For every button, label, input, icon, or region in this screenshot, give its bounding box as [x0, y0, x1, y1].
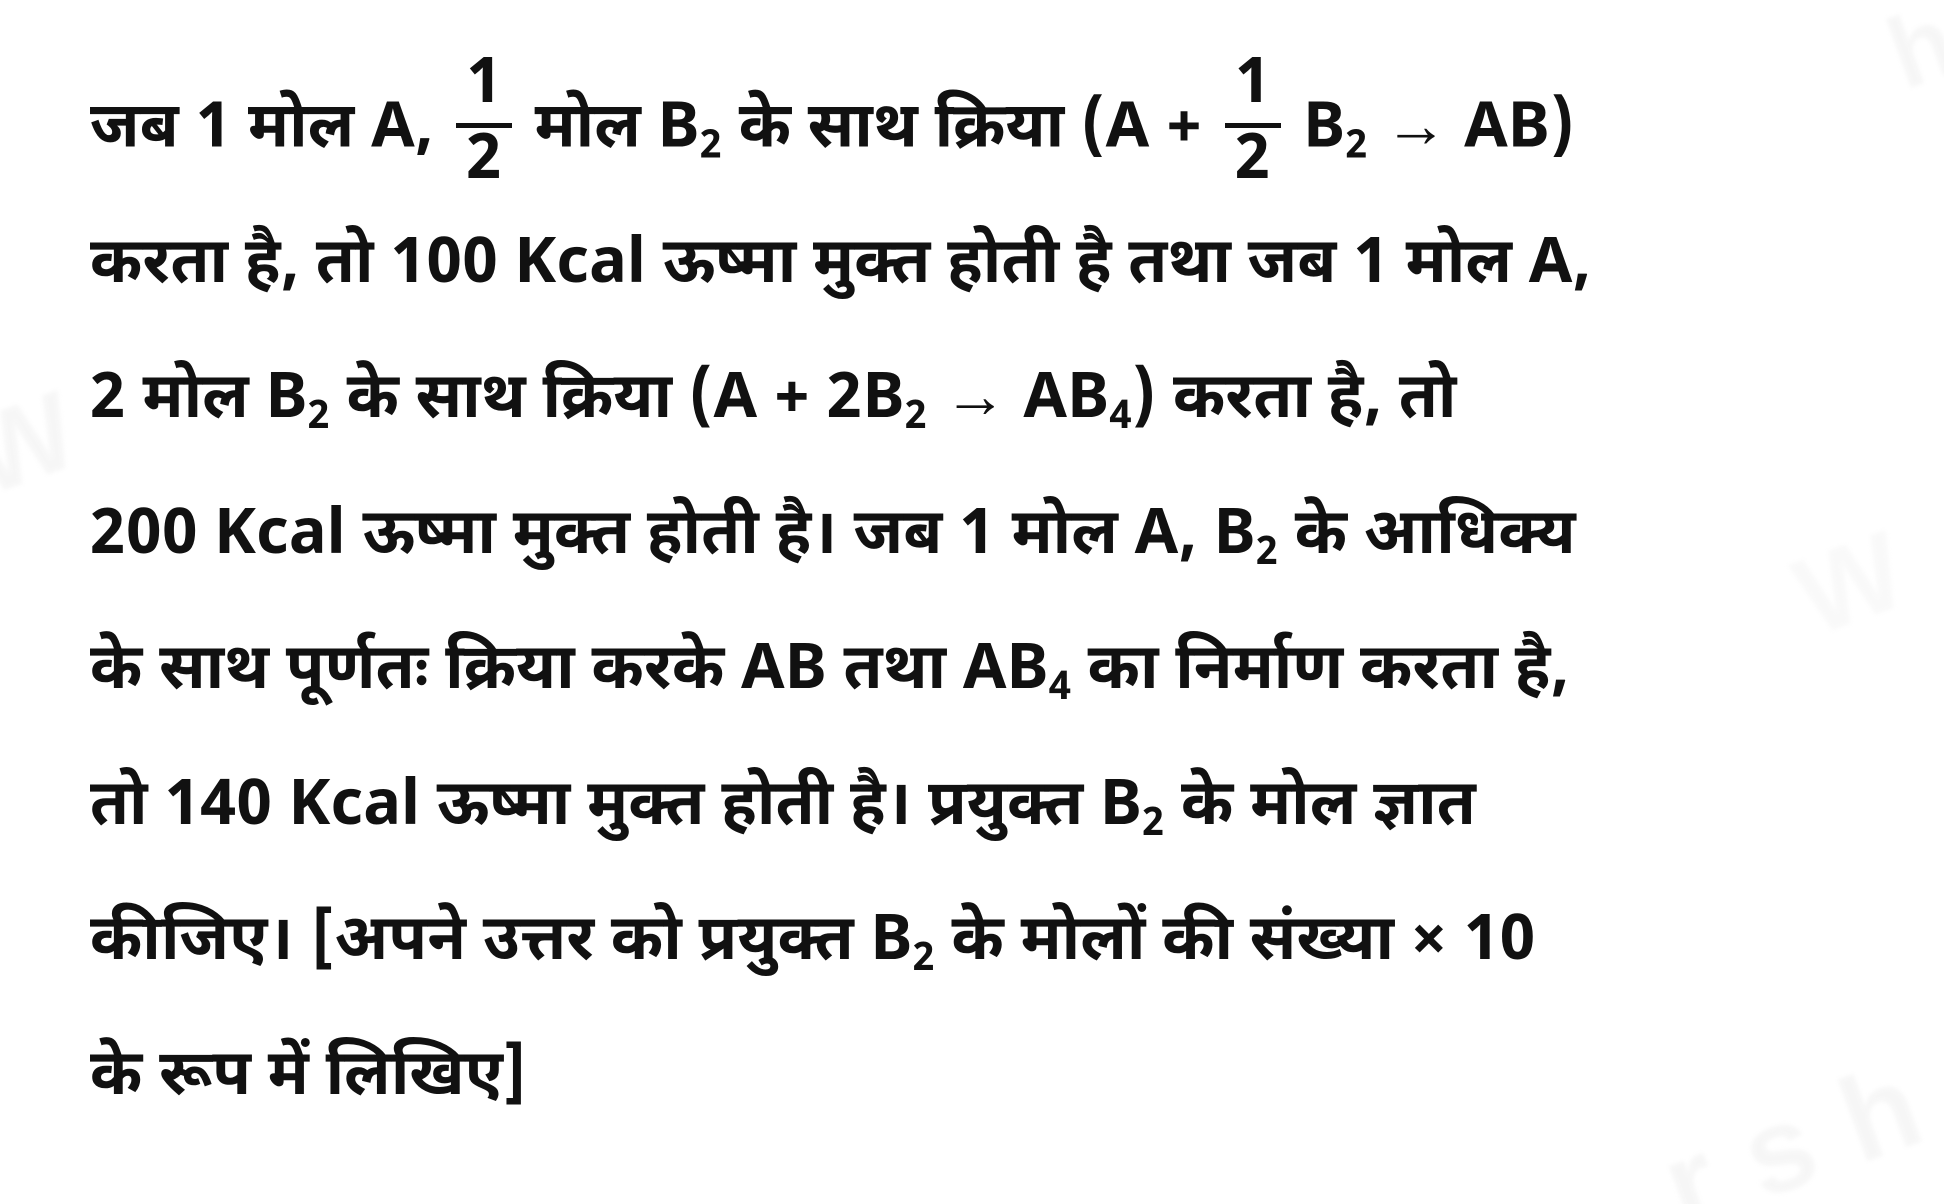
fraction-1-den: 2	[456, 128, 512, 195]
page: W h W r s h जब 1 मोल A, 12 मोल B2 के साथ…	[0, 0, 1944, 1204]
sub-4-b: 4	[1049, 664, 1071, 715]
line3-c: → AB	[927, 361, 1109, 443]
line1-d: B	[1287, 90, 1346, 172]
line5-a: के साथ पूर्णतः क्रिया करके AB तथा AB	[90, 632, 1049, 714]
sub-4-a: 4	[1109, 393, 1131, 444]
line8: के रूप में लिखिए]	[90, 1038, 528, 1120]
line1-a: जब 1 मोल A,	[90, 90, 450, 172]
line6-a: तो 140 Kcal ऊष्मा मुक्त होती है। प्रयुक्…	[90, 768, 1142, 850]
sub-2-e: 2	[1256, 529, 1278, 580]
line2: करता है, तो 100 Kcal ऊष्मा मुक्त होती है…	[90, 226, 1591, 308]
line7-b: के मोलों की संख्या × 10	[935, 903, 1536, 985]
line6-b: के मोल ज्ञात	[1164, 768, 1476, 850]
line1-e: → AB)	[1368, 90, 1575, 172]
line3-b: के साथ क्रिया (A + 2B	[330, 361, 905, 443]
watermark-tr: h	[1873, 0, 1944, 112]
sub-2-f: 2	[1142, 800, 1164, 851]
line5-b: का निर्माण करता है,	[1071, 632, 1569, 714]
sub-2-c: 2	[308, 393, 330, 444]
line4-a: 200 Kcal ऊष्मा मुक्त होती है। जब 1 मोल A…	[90, 497, 1256, 579]
line1-c: के साथ क्रिया (A +	[722, 90, 1219, 172]
line7-a: कीजिए। [अपने उत्तर को प्रयुक्त B	[90, 903, 913, 985]
sub-2-b: 2	[1345, 122, 1367, 173]
line4-b: के आधिक्य	[1278, 497, 1576, 579]
question-text: जब 1 मोल A, 12 मोल B2 के साथ क्रिया (A +…	[90, 60, 1874, 1148]
sub-2-d: 2	[905, 393, 927, 444]
fraction-2-num: 1	[1225, 56, 1281, 128]
fraction-1-num: 1	[456, 56, 512, 128]
sub-2-g: 2	[913, 935, 935, 986]
fraction-1: 12	[456, 56, 512, 195]
sub-2-a: 2	[700, 122, 722, 173]
watermark-ml: W	[0, 366, 94, 522]
line1-b: मोल B	[518, 90, 700, 172]
fraction-2-den: 2	[1225, 128, 1281, 195]
fraction-2: 12	[1225, 56, 1281, 195]
line3-d: ) करता है, तो	[1132, 361, 1457, 443]
line3-a: 2 मोल B	[90, 361, 308, 443]
